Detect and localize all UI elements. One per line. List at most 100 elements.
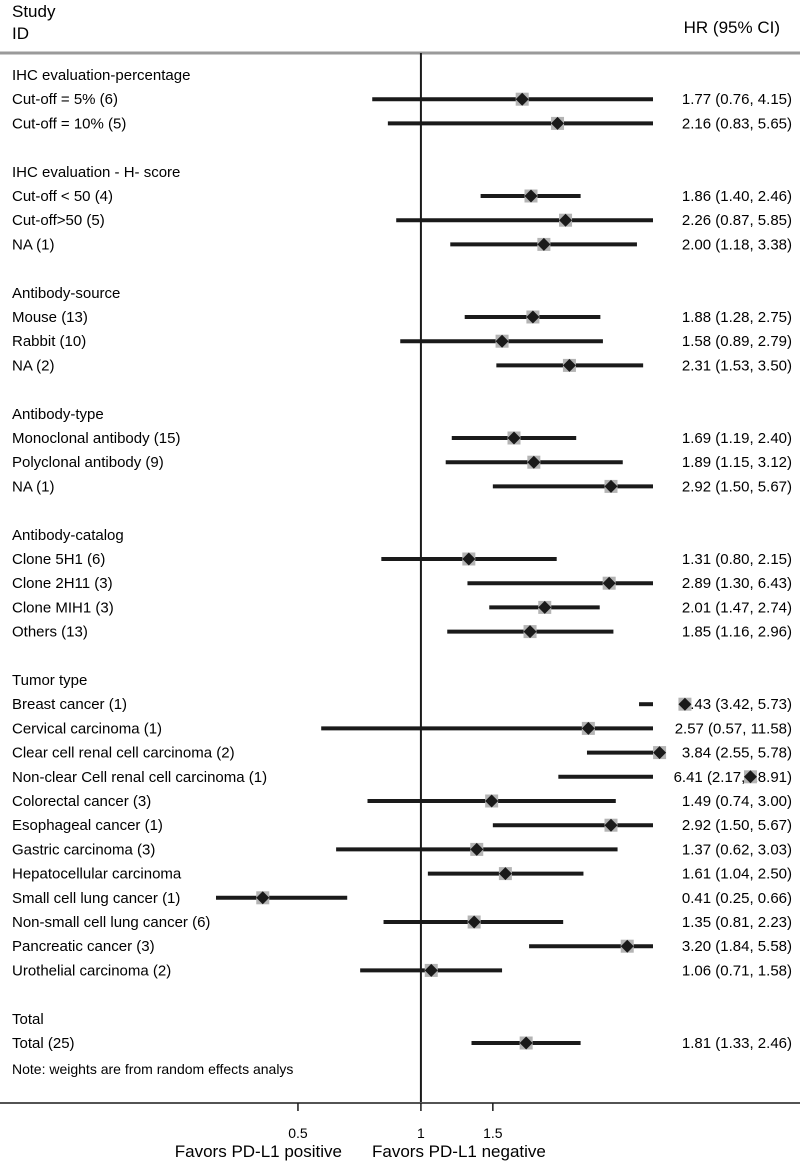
point-estimate bbox=[559, 213, 573, 227]
point-estimate bbox=[498, 867, 512, 881]
row-label: Mouse (13) bbox=[12, 309, 88, 326]
group-label: Antibody-type bbox=[12, 406, 104, 423]
point-estimate bbox=[507, 431, 521, 445]
row-hr-value: 1.37 (0.62, 3.03) bbox=[682, 841, 792, 858]
row-hr-value: 1.77 (0.76, 4.15) bbox=[682, 91, 792, 108]
row-label: Esophageal cancer (1) bbox=[12, 817, 163, 834]
note-text: Note: weights are from random effects an… bbox=[12, 1061, 293, 1077]
point-estimate bbox=[462, 552, 476, 566]
row-hr-value: 2.00 (1.18, 3.38) bbox=[682, 236, 792, 253]
point-estimate bbox=[424, 963, 438, 977]
row-hr-value: 1.61 (1.04, 2.50) bbox=[682, 866, 792, 883]
group-label: IHC evaluation-percentage bbox=[12, 67, 190, 84]
row-hr-value: 2.31 (1.53, 3.50) bbox=[682, 357, 792, 374]
row-label: Breast cancer (1) bbox=[12, 696, 127, 713]
group-label: Total bbox=[12, 1011, 44, 1028]
row-label: Gastric carcinoma (3) bbox=[12, 841, 155, 858]
row-label: Polyclonal antibody (9) bbox=[12, 454, 164, 471]
point-estimate bbox=[537, 237, 551, 251]
point-estimate bbox=[602, 576, 616, 590]
row-hr-value: 2.89 (1.30, 6.43) bbox=[682, 575, 792, 592]
row-label: Clone MIH1 (3) bbox=[12, 599, 114, 616]
header-study-line2: ID bbox=[12, 24, 29, 43]
x-tick-label: 1 bbox=[417, 1125, 425, 1141]
row-hr-value: 0.41 (0.25, 0.66) bbox=[682, 890, 792, 907]
favor-right-label: Favors PD-L1 negative bbox=[372, 1142, 546, 1161]
point-estimate bbox=[523, 625, 537, 639]
point-estimate bbox=[653, 746, 667, 760]
point-estimate bbox=[495, 334, 509, 348]
group-label: Tumor type bbox=[12, 672, 87, 689]
row-hr-value: 1.81 (1.33, 2.46) bbox=[682, 1035, 792, 1052]
row-label: Cut-off < 50 (4) bbox=[12, 188, 113, 205]
point-estimate bbox=[604, 818, 618, 832]
point-estimate bbox=[581, 721, 595, 735]
group-label: Antibody-source bbox=[12, 285, 120, 302]
point-estimate bbox=[527, 455, 541, 469]
row-hr-value: 1.85 (1.16, 2.96) bbox=[682, 624, 792, 641]
favor-left-label: Favors PD-L1 positive bbox=[175, 1142, 342, 1161]
row-label: Non-clear Cell renal cell carcinoma (1) bbox=[12, 769, 267, 786]
row-hr-value: 1.88 (1.28, 2.75) bbox=[682, 309, 792, 326]
header-hr-label: HR (95% CI) bbox=[684, 18, 780, 37]
x-tick-label: 0.5 bbox=[288, 1125, 308, 1141]
row-label: Small cell lung cancer (1) bbox=[12, 890, 180, 907]
row-label: Colorectal cancer (3) bbox=[12, 793, 151, 810]
header-study-line1: Study bbox=[12, 2, 56, 21]
point-estimate bbox=[467, 915, 481, 929]
point-estimate bbox=[562, 358, 576, 372]
group-label: IHC evaluation - H- score bbox=[12, 164, 180, 181]
point-estimate bbox=[678, 697, 692, 711]
row-label: Urothelial carcinoma (2) bbox=[12, 962, 171, 979]
point-estimate bbox=[604, 479, 618, 493]
row-label: NA (2) bbox=[12, 357, 55, 374]
row-label: Clone 2H11 (3) bbox=[12, 575, 113, 592]
rows-layer: IHC evaluation-percentage Cut-off = 5% (6… bbox=[12, 67, 792, 1052]
row-label: Cut-off = 5% (6) bbox=[12, 91, 118, 108]
row-hr-value: 2.16 (0.83, 5.65) bbox=[682, 115, 792, 132]
row-label: Total (25) bbox=[12, 1035, 75, 1052]
point-estimate bbox=[524, 189, 538, 203]
row-hr-value: 2.92 (1.50, 5.67) bbox=[682, 478, 792, 495]
point-estimate bbox=[256, 891, 270, 905]
row-label: NA (1) bbox=[12, 236, 55, 253]
row-label: Non-small cell lung cancer (6) bbox=[12, 914, 210, 931]
row-label: Cut-off>50 (5) bbox=[12, 212, 105, 229]
row-hr-value: 2.57 (0.57, 11.58) bbox=[675, 720, 792, 737]
row-label: Cut-off = 10% (5) bbox=[12, 115, 126, 132]
group-label: Antibody-catalog bbox=[12, 527, 124, 544]
row-label: Clone 5H1 (6) bbox=[12, 551, 105, 568]
point-estimate bbox=[743, 770, 757, 784]
point-estimate bbox=[551, 116, 565, 130]
row-hr-value: 1.89 (1.15, 3.12) bbox=[682, 454, 792, 471]
row-hr-value: 1.31 (0.80, 2.15) bbox=[682, 551, 792, 568]
row-label: Rabbit (10) bbox=[12, 333, 86, 350]
row-label: Others (13) bbox=[12, 624, 88, 641]
x-axis-ticks: 0.5 1 1.5 bbox=[288, 1103, 503, 1141]
point-estimate bbox=[470, 842, 484, 856]
row-hr-value: 1.69 (1.19, 2.40) bbox=[682, 430, 792, 447]
row-label: Clear cell renal cell carcinoma (2) bbox=[12, 745, 235, 762]
point-estimate bbox=[538, 600, 552, 614]
point-estimate bbox=[515, 92, 529, 106]
row-label: Pancreatic cancer (3) bbox=[12, 938, 155, 955]
row-label: Hepatocellular carcinoma bbox=[12, 866, 182, 883]
row-label: NA (1) bbox=[12, 478, 55, 495]
row-hr-value: 1.86 (1.40, 2.46) bbox=[682, 188, 792, 205]
point-estimate bbox=[519, 1036, 533, 1050]
point-estimate bbox=[485, 794, 499, 808]
row-hr-value: 2.26 (0.87, 5.85) bbox=[682, 212, 792, 229]
row-hr-value: 3.20 (1.84, 5.58) bbox=[682, 938, 792, 955]
row-label: Monoclonal antibody (15) bbox=[12, 430, 180, 447]
x-tick-label: 1.5 bbox=[483, 1125, 503, 1141]
row-hr-value: 1.49 (0.74, 3.00) bbox=[682, 793, 792, 810]
point-estimate bbox=[620, 939, 634, 953]
row-hr-value: 1.58 (0.89, 2.79) bbox=[682, 333, 792, 350]
row-hr-value: 4.43 (3.42, 5.73) bbox=[682, 696, 792, 713]
row-label: Cervical carcinoma (1) bbox=[12, 720, 162, 737]
row-hr-value: 2.01 (1.47, 2.74) bbox=[682, 599, 792, 616]
row-hr-value: 1.06 (0.71, 1.58) bbox=[682, 962, 792, 979]
point-estimate bbox=[526, 310, 540, 324]
row-hr-value: 2.92 (1.50, 5.67) bbox=[682, 817, 792, 834]
